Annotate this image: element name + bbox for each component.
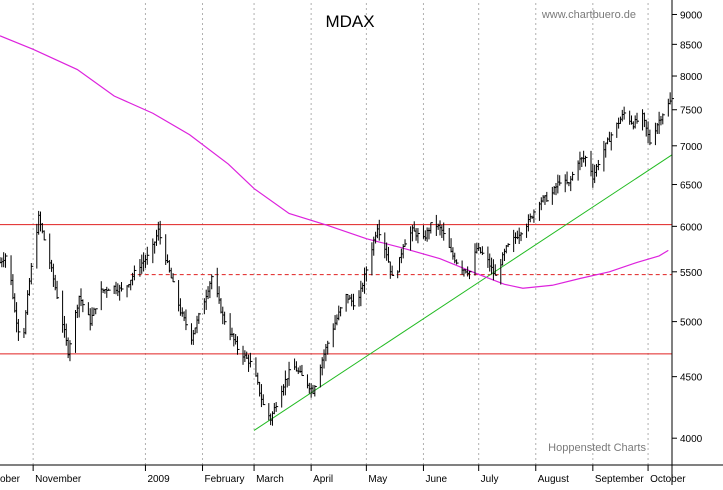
price-bar [584,155,588,167]
price-bar [159,220,163,245]
x-tick-label: February [205,474,245,485]
x-tick-label: May [368,474,387,485]
price-bar [340,306,343,317]
x-tick-label: July [481,474,499,485]
watermark-top: www.chartbuero.de [541,9,636,21]
price-bar [172,273,176,283]
y-tick-label: 5500 [680,268,703,279]
price-bar [301,364,304,377]
chart-title: MDAX [325,12,374,31]
price-bar [30,263,34,285]
price-bar [69,340,72,362]
x-tick-label: September [595,474,645,485]
price-bar [468,271,472,280]
y-tick-label: 8000 [680,72,703,83]
price-bar [288,361,292,386]
price-bar [185,309,188,331]
price-bar [597,159,601,171]
price-bar [314,385,317,397]
x-tick-label: March [256,474,284,485]
watermark-bottom: Hoppenstedt Charts [548,442,646,454]
price-bar [649,129,652,146]
price-bar [559,175,562,186]
price-bar [237,336,240,355]
y-tick-label: 6000 [680,222,703,233]
price-bar [404,239,408,247]
x-tick-label: November [35,474,82,485]
y-tick-label: 5000 [680,318,703,329]
price-bar [378,219,382,241]
price-bar [507,243,511,248]
price-bar [623,106,627,120]
y-tick-label: 8500 [680,40,703,51]
x-tick-label: ober [0,474,21,485]
price-bar [121,282,124,292]
price-bar [249,352,253,368]
price-bar [443,222,446,241]
price-bar [275,402,279,412]
x-tick-label: April [313,474,333,485]
price-bar [610,132,614,151]
y-tick-label: 9000 [680,10,703,21]
y-tick-label: 6500 [680,181,703,192]
price-bar [262,394,266,406]
y-tick-label: 4500 [680,373,703,384]
price-bar [481,246,485,256]
price-bar [636,112,640,124]
price-bar [43,230,47,241]
price-bar [95,308,98,315]
price-bar [211,274,214,290]
price-bar [520,231,524,242]
price-bar [133,265,137,281]
price-bar [546,191,549,202]
price-bar [17,318,21,341]
price-bar [5,253,8,268]
price-bar [662,113,665,125]
price-bar [327,340,330,355]
price-bar [146,246,150,265]
price-bar [82,299,85,313]
x-tick-label: October [650,474,686,485]
y-tick-label: 7500 [680,106,703,117]
x-tick-label: August [538,474,569,485]
price-bar [365,266,369,282]
price-bar [108,288,111,291]
price-bar [224,311,227,325]
price-bar [417,228,420,244]
price-bar [391,265,395,276]
price-bar [494,264,498,276]
x-tick-label: June [425,474,447,485]
price-bar [430,222,433,234]
trend-line [253,154,673,431]
price-bar [352,293,356,310]
price-bar [56,280,60,300]
moving-average-line [0,35,669,289]
price-bar [198,312,201,324]
price-bar [572,171,575,181]
price-bar [533,209,536,223]
y-tick-label: 7000 [680,142,703,153]
x-tick-label: 2009 [147,474,170,485]
price-bar [456,259,459,265]
y-tick-label: 4000 [680,434,703,445]
